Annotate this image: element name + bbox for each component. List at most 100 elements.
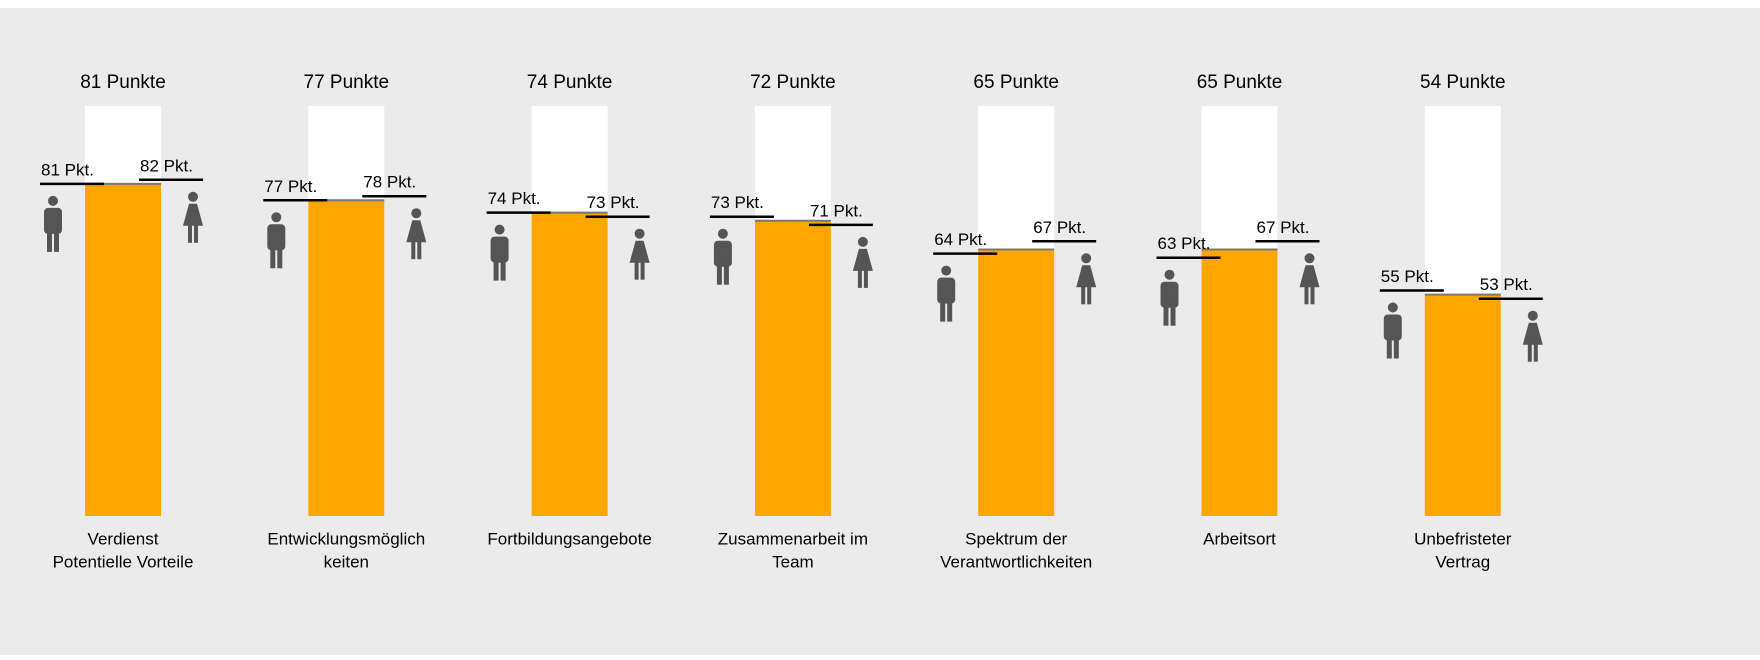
men-value-label: 77 Pkt. (264, 177, 317, 196)
category-label: Entwicklungsmöglich (267, 529, 425, 548)
category-label: Team (772, 552, 814, 571)
icon-leg (1087, 286, 1092, 305)
icon-body (406, 220, 427, 243)
icon-body (1383, 314, 1402, 341)
women-value-label: 82 Pkt. (140, 156, 193, 175)
woman-icon (629, 228, 650, 280)
man-icon (713, 228, 732, 285)
icon-head (717, 228, 728, 239)
icon-head (1164, 269, 1175, 280)
category-label: Potentielle Vorteile (53, 552, 194, 571)
category-label: Vertrag (1435, 552, 1490, 571)
man-icon (1160, 269, 1179, 326)
icon-leg (1393, 336, 1399, 359)
icon-body (937, 277, 956, 304)
woman-icon (1522, 310, 1543, 362)
icon-leg (947, 299, 953, 322)
icon-leg (1386, 336, 1392, 359)
men-value-label: 63 Pkt. (1158, 234, 1211, 253)
bar (754, 220, 831, 517)
man-icon (937, 265, 956, 322)
man-icon (267, 212, 286, 269)
icon-leg (634, 261, 639, 280)
icon-leg (411, 241, 416, 260)
woman-icon (183, 191, 203, 243)
icon-leg (1304, 286, 1309, 305)
woman-icon (1076, 253, 1097, 305)
bar (531, 212, 608, 516)
bar-value-label: 77 Punkte (304, 72, 390, 93)
women-value-label: 78 Pkt. (363, 173, 416, 192)
icon-body (1160, 281, 1179, 308)
category-label: Fortbildungsangebote (487, 529, 651, 548)
bar-value-label: 72 Punkte (750, 72, 836, 93)
icon-leg (1163, 303, 1169, 326)
icon-leg (493, 258, 499, 281)
bar-value-label: 65 Punkte (1197, 72, 1283, 93)
icon-leg (716, 262, 722, 285)
icon-body (1076, 265, 1097, 288)
women-value-label: 71 Pkt. (810, 201, 863, 220)
icon-head (271, 212, 282, 223)
men-value-label: 73 Pkt. (711, 193, 764, 212)
category-label: Verdienst (88, 529, 159, 548)
icon-body (852, 248, 873, 271)
icon-leg (1527, 343, 1532, 362)
bar-value-label: 54 Punkte (1420, 72, 1506, 93)
icon-leg (47, 229, 52, 252)
icon-leg (940, 299, 946, 322)
icon-leg (417, 241, 422, 260)
category-label: Arbeitsort (1203, 529, 1276, 548)
icon-leg (857, 269, 862, 288)
woman-icon (852, 236, 873, 288)
icon-body (183, 203, 203, 226)
icon-leg (1081, 286, 1086, 305)
icon-head (1081, 253, 1092, 264)
icon-body (490, 236, 509, 263)
icon-head (1527, 310, 1538, 321)
bar-value-label: 81 Punkte (80, 72, 166, 93)
bar-value-label: 65 Punkte (973, 72, 1059, 93)
men-value-label: 74 Pkt. (488, 189, 541, 208)
bar-value-label: 74 Punkte (527, 72, 613, 93)
icon-head (634, 228, 645, 239)
women-value-label: 53 Pkt. (1480, 275, 1533, 294)
icon-leg (188, 224, 192, 243)
icon-head (857, 236, 868, 247)
icon-body (629, 240, 650, 263)
bar (1424, 294, 1501, 516)
icon-leg (270, 246, 276, 269)
icon-body (44, 207, 62, 234)
icon-head (1304, 253, 1315, 264)
icon-leg (1310, 286, 1315, 305)
bar (1201, 249, 1278, 516)
bar (978, 249, 1055, 516)
man-icon (44, 195, 62, 252)
icon-body (713, 240, 732, 267)
icon-leg (54, 229, 59, 252)
category-label: keiten (324, 552, 369, 571)
icon-leg (1533, 343, 1538, 362)
icon-body (1299, 265, 1320, 288)
icon-leg (277, 246, 283, 269)
icon-head (1387, 302, 1398, 313)
icon-head (494, 224, 505, 235)
woman-icon (1299, 253, 1320, 305)
woman-icon (406, 208, 427, 260)
icon-head (48, 195, 58, 206)
icon-head (188, 191, 198, 202)
category-label: Zusammenarbeit im (718, 529, 868, 548)
men-value-label: 64 Pkt. (934, 230, 987, 249)
men-value-label: 81 Pkt. (41, 160, 94, 179)
women-value-label: 73 Pkt. (587, 193, 640, 212)
icon-leg (1170, 303, 1176, 326)
category-label: Verantwortlichkeiten (940, 552, 1092, 571)
men-value-label: 55 Pkt. (1381, 267, 1434, 286)
category-label: Spektrum der (965, 529, 1067, 548)
category-label: Unbefristeter (1414, 529, 1512, 548)
icon-leg (863, 269, 868, 288)
women-value-label: 67 Pkt. (1257, 218, 1310, 237)
man-icon (1383, 302, 1402, 359)
icon-leg (194, 224, 198, 243)
